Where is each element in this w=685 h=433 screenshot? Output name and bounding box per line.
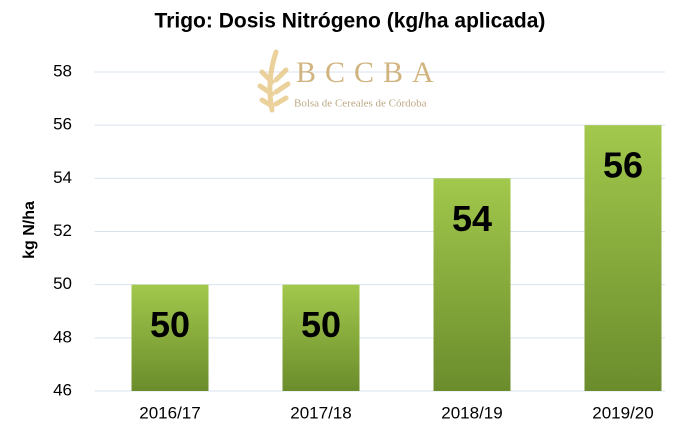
bar — [282, 284, 360, 391]
y-tick-label: 50 — [53, 274, 72, 293]
value-label: 56 — [603, 145, 643, 186]
x-tick-label: 2016/17 — [139, 403, 200, 422]
y-axis-label: kg N/ha — [21, 201, 38, 259]
y-tick-label: 58 — [53, 61, 72, 80]
x-tick-label: 2018/19 — [441, 403, 502, 422]
bar — [584, 125, 662, 392]
x-tick-label: 2019/20 — [592, 403, 653, 422]
y-tick-label: 48 — [53, 327, 72, 346]
logo: BCCBA Bolsa de Cereales de Córdoba — [257, 49, 443, 113]
bar — [433, 178, 511, 391]
value-label: 54 — [452, 198, 492, 239]
y-tick-label: 46 — [53, 380, 72, 399]
logo-icon — [257, 49, 291, 113]
y-tick-label: 54 — [53, 168, 72, 187]
value-label: 50 — [150, 304, 190, 345]
value-label: 50 — [301, 304, 341, 345]
bar — [131, 284, 209, 391]
chart-title: Trigo: Dosis Nitrógeno (kg/ha aplicada) — [155, 10, 546, 33]
x-tick-label: 2017/18 — [290, 403, 351, 422]
logo-subtitle: Bolsa de Cereales de Córdoba — [294, 98, 427, 110]
logo-name: BCCBA — [296, 56, 443, 89]
y-tick-label: 56 — [53, 115, 72, 134]
y-tick-label: 52 — [53, 221, 72, 240]
